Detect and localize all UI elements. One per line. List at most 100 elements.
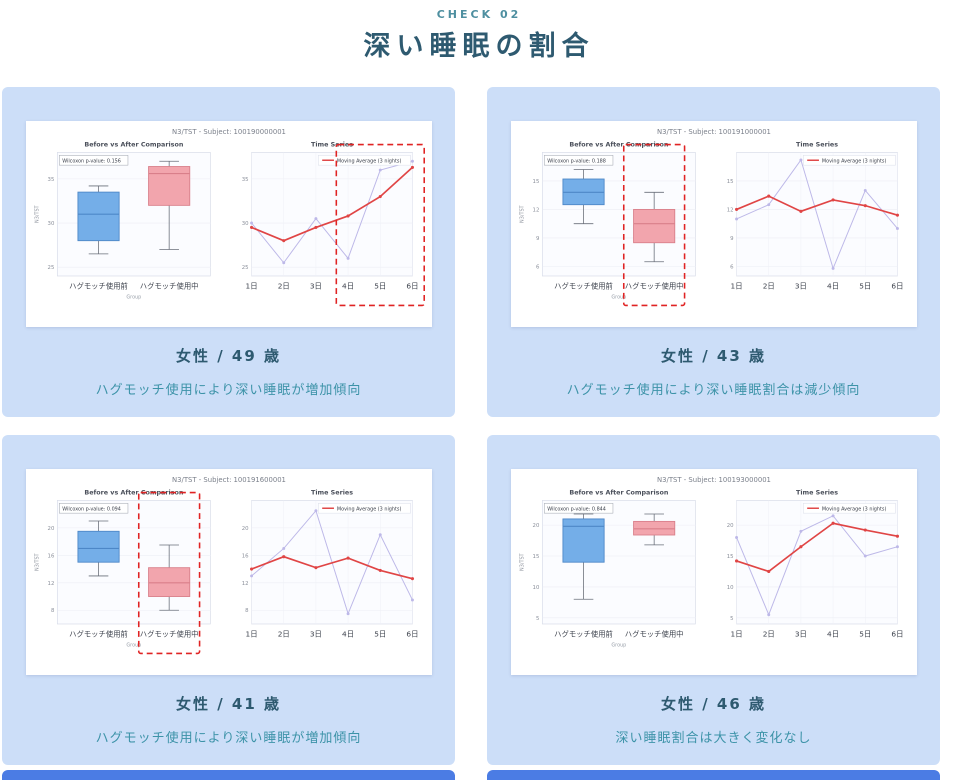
svg-text:3日: 3日 — [309, 630, 321, 639]
svg-text:8: 8 — [245, 609, 249, 615]
svg-text:ハグモッチ使用中: ハグモッチ使用中 — [624, 630, 683, 639]
next-card-peek — [2, 770, 455, 780]
svg-text:ハグモッチ使用中: ハグモッチ使用中 — [139, 630, 198, 639]
svg-text:10: 10 — [726, 585, 733, 591]
svg-text:Wilcoxon p-value: 0.188: Wilcoxon p-value: 0.188 — [547, 159, 606, 165]
svg-text:30: 30 — [47, 221, 54, 227]
subject-card: N3/TST - Subject: 100193000001 Before vs … — [487, 435, 940, 766]
svg-text:N3/TST: N3/TST — [34, 206, 40, 224]
svg-text:8: 8 — [50, 609, 54, 615]
svg-text:15: 15 — [532, 554, 539, 560]
svg-text:25: 25 — [47, 266, 54, 272]
svg-text:3日: 3日 — [794, 282, 806, 291]
svg-text:5日: 5日 — [859, 282, 871, 291]
svg-text:5日: 5日 — [374, 282, 386, 291]
svg-text:Wilcoxon p-value: 0.156: Wilcoxon p-value: 0.156 — [62, 159, 121, 165]
svg-text:N3/TST: N3/TST — [34, 554, 40, 572]
subject-label: 女性 / 43 歳 — [660, 347, 767, 366]
svg-text:20: 20 — [47, 526, 54, 532]
subject-card: N3/TST - Subject: 100191000001 Before vs … — [487, 87, 940, 418]
svg-text:20: 20 — [241, 526, 248, 532]
svg-text:9: 9 — [535, 236, 539, 242]
svg-text:6日: 6日 — [891, 282, 903, 291]
svg-text:5: 5 — [730, 616, 733, 622]
subject-label: 女性 / 41 歳 — [175, 695, 282, 714]
svg-text:Moving Average (3 nights): Moving Average (3 nights) — [336, 507, 401, 513]
svg-text:6: 6 — [535, 265, 539, 271]
svg-text:1日: 1日 — [245, 282, 257, 291]
subject-label: 女性 / 49 歳 — [175, 347, 282, 366]
next-card-peek — [487, 770, 940, 780]
svg-text:4日: 4日 — [342, 630, 354, 639]
svg-text:Wilcoxon p-value: 0.094: Wilcoxon p-value: 0.094 — [62, 507, 121, 513]
svg-text:10: 10 — [532, 585, 539, 591]
page-title: 深い睡眠の割合 — [363, 31, 595, 62]
svg-text:Wilcoxon p-value: 0.844: Wilcoxon p-value: 0.844 — [547, 507, 606, 513]
svg-text:20: 20 — [532, 523, 539, 529]
next-section-peek-row — [0, 770, 958, 780]
svg-text:Time Series: Time Series — [311, 141, 353, 149]
svg-text:N3/TST - Subject: 100191600001: N3/TST - Subject: 100191600001 — [172, 476, 286, 484]
svg-text:2日: 2日 — [762, 630, 774, 639]
svg-text:12: 12 — [532, 208, 539, 214]
svg-text:35: 35 — [241, 177, 248, 183]
svg-text:N3/TST: N3/TST — [519, 554, 525, 572]
svg-text:1日: 1日 — [730, 282, 742, 291]
svg-text:N3/TST: N3/TST — [519, 206, 525, 224]
svg-text:12: 12 — [241, 581, 248, 587]
chart-panel: N3/TST - Subject: 100191600001 Before vs … — [25, 469, 432, 676]
svg-text:Group: Group — [126, 643, 141, 649]
page-header: CHECK 02 深い睡眠の割合 — [0, 0, 958, 63]
svg-text:3日: 3日 — [309, 282, 321, 291]
subject-label: 女性 / 46 歳 — [660, 695, 767, 714]
svg-text:Moving Average (3 nights): Moving Average (3 nights) — [821, 159, 886, 165]
svg-text:ハグモッチ使用前: ハグモッチ使用前 — [69, 630, 128, 639]
subject-description: ハグモッチ使用により深い睡眠が増加傾向 — [95, 383, 362, 399]
subject-description: ハグモッチ使用により深い睡眠が増加傾向 — [95, 731, 362, 747]
sleep-chart: N3/TST - Subject: 100193000001 Before vs … — [519, 476, 903, 649]
svg-text:12: 12 — [726, 208, 733, 214]
svg-text:15: 15 — [726, 554, 733, 560]
section-eyebrow: CHECK 02 — [436, 8, 522, 21]
chart-panel: N3/TST - Subject: 100191000001 Before vs … — [510, 121, 917, 328]
subject-card: N3/TST - Subject: 100190000001 Before vs … — [2, 87, 455, 418]
svg-text:20: 20 — [726, 523, 733, 529]
subject-card: N3/TST - Subject: 100191600001 Before vs … — [2, 435, 455, 766]
svg-text:ハグモッチ使用中: ハグモッチ使用中 — [139, 282, 198, 291]
svg-text:Group: Group — [611, 643, 626, 649]
svg-text:6: 6 — [730, 265, 734, 271]
svg-text:30: 30 — [241, 221, 248, 227]
svg-text:15: 15 — [726, 179, 733, 185]
subject-description: 深い睡眠割合は大きく変化なし — [615, 731, 812, 747]
svg-text:ハグモッチ使用前: ハグモッチ使用前 — [554, 282, 613, 291]
svg-text:N3/TST - Subject: 100191000001: N3/TST - Subject: 100191000001 — [657, 128, 771, 136]
sleep-chart: N3/TST - Subject: 100191000001 Before vs … — [519, 128, 903, 307]
svg-text:ハグモッチ使用中: ハグモッチ使用中 — [624, 282, 683, 291]
chart-panel: N3/TST - Subject: 100190000001 Before vs … — [25, 121, 432, 328]
svg-text:ハグモッチ使用前: ハグモッチ使用前 — [69, 282, 128, 291]
svg-text:12: 12 — [47, 581, 54, 587]
svg-text:Group: Group — [126, 295, 141, 301]
svg-text:Moving Average (3 nights): Moving Average (3 nights) — [336, 159, 401, 165]
svg-text:Time Series: Time Series — [796, 489, 838, 497]
svg-text:16: 16 — [241, 554, 248, 560]
svg-text:4日: 4日 — [342, 282, 354, 291]
svg-text:5日: 5日 — [374, 630, 386, 639]
svg-text:Time Series: Time Series — [311, 489, 353, 497]
svg-text:35: 35 — [47, 177, 54, 183]
svg-text:6日: 6日 — [891, 630, 903, 639]
svg-text:9: 9 — [730, 236, 734, 242]
svg-text:1日: 1日 — [245, 630, 257, 639]
svg-text:1日: 1日 — [730, 630, 742, 639]
svg-text:25: 25 — [241, 266, 248, 272]
svg-text:4日: 4日 — [827, 282, 839, 291]
sleep-chart: N3/TST - Subject: 100190000001 Before vs … — [34, 128, 425, 307]
subject-description: ハグモッチ使用により深い睡眠割合は減少傾向 — [566, 383, 861, 399]
svg-text:15: 15 — [532, 179, 539, 185]
svg-text:2日: 2日 — [277, 282, 289, 291]
svg-text:Before vs After Comparison: Before vs After Comparison — [569, 141, 668, 149]
svg-text:Before vs After Comparison: Before vs After Comparison — [569, 489, 668, 497]
svg-text:6日: 6日 — [406, 630, 418, 639]
svg-text:ハグモッチ使用前: ハグモッチ使用前 — [554, 630, 613, 639]
chart-panel: N3/TST - Subject: 100193000001 Before vs … — [510, 469, 917, 676]
